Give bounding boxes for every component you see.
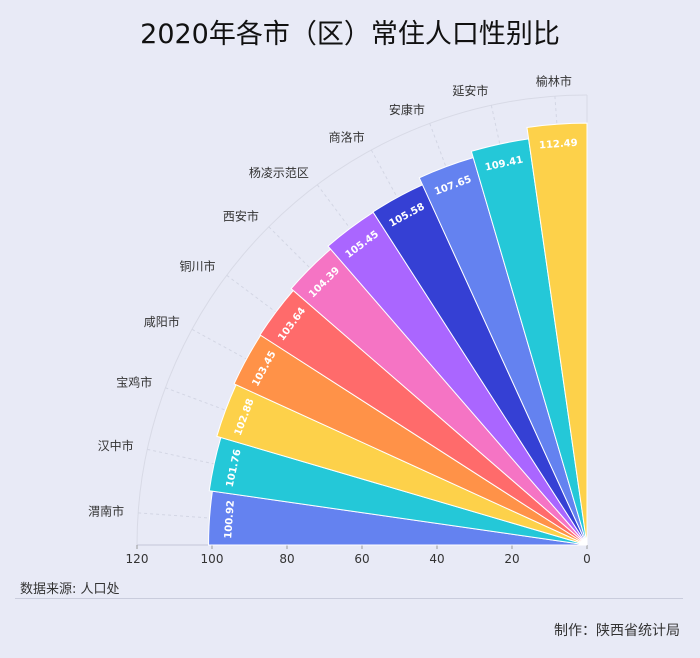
chart-bars bbox=[208, 122, 588, 546]
category-label: 渭南市 bbox=[88, 503, 124, 518]
tick-label: 80 bbox=[279, 552, 294, 566]
category-label: 延安市 bbox=[452, 83, 488, 98]
category-label: 西安市 bbox=[223, 208, 259, 223]
value-label: 112.49 bbox=[539, 138, 578, 152]
category-label: 咸阳市 bbox=[144, 314, 180, 329]
tick-label: 40 bbox=[429, 552, 444, 566]
value-label: 100.92 bbox=[223, 500, 237, 539]
tick-label: 20 bbox=[504, 552, 519, 566]
category-label: 安康市 bbox=[389, 102, 425, 117]
bar-榆林市[interactable] bbox=[526, 122, 588, 546]
tick-label: 60 bbox=[354, 552, 369, 566]
category-label: 榆林市 bbox=[536, 74, 572, 89]
category-label: 宝鸡市 bbox=[116, 374, 152, 389]
category-label: 杨凌示范区 bbox=[249, 165, 309, 180]
tick-label: 0 bbox=[583, 552, 591, 566]
footer-divider bbox=[15, 598, 683, 599]
category-label: 汉中市 bbox=[98, 438, 134, 453]
data-source-note: 数据来源: 人口处 bbox=[20, 582, 120, 597]
chart-title: 2020年各市（区）常住人口性别比 bbox=[140, 19, 560, 50]
credit-note: 制作：陕西省统计局 bbox=[554, 623, 680, 639]
tick-label: 100 bbox=[201, 552, 224, 566]
category-label: 铜川市 bbox=[180, 258, 216, 273]
category-label: 商洛市 bbox=[329, 129, 365, 144]
tick-label: 120 bbox=[126, 552, 149, 566]
